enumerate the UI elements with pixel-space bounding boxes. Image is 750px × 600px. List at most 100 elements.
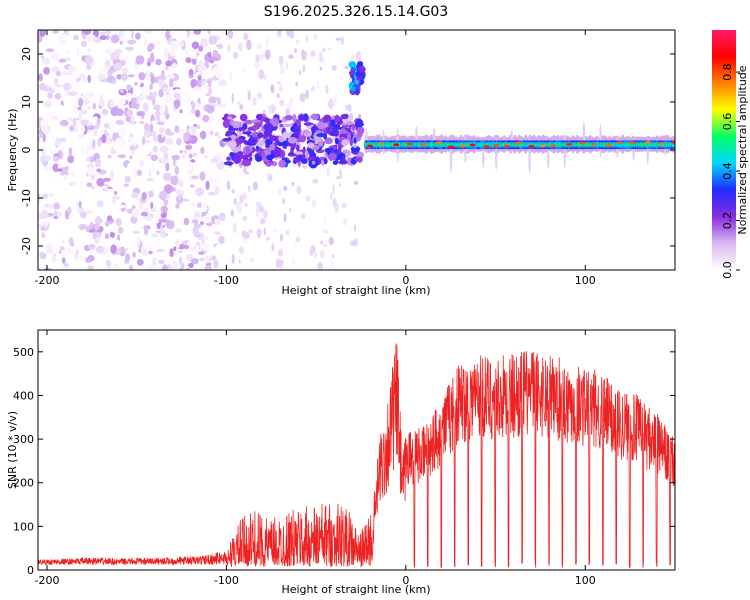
spectrogram-scattered-noise [154, 210, 163, 218]
spectrogram-scattered-noise [233, 198, 237, 206]
spectrogram-scattered-noise [96, 177, 105, 187]
spectrogram-scattered-noise [126, 84, 132, 91]
spectrogram-scattered-noise [78, 224, 88, 230]
spectrogram-scattered-noise [320, 250, 325, 259]
spectrogram-carrier-line [539, 144, 546, 148]
x-tick-label: -200 [34, 574, 59, 587]
spectrogram-scattered-noise [209, 200, 218, 208]
spectrogram-scattered-noise [156, 249, 165, 253]
spectrogram-scattered-noise [231, 188, 235, 194]
spectrogram-weak-blobs [316, 121, 325, 129]
spectrogram-scattered-noise [354, 224, 357, 233]
snr-y-label: SNR (10 * v/v) [6, 411, 19, 489]
spectrogram-scattered-noise [201, 78, 206, 83]
spectrogram-scattered-noise [194, 167, 199, 172]
spectrogram-scattered-noise [113, 62, 122, 71]
spectrogram-scattered-noise [86, 166, 96, 177]
spectrogram-scattered-noise [205, 180, 210, 190]
spectrogram-scattered-noise [152, 39, 158, 45]
spectrogram-scattered-noise [171, 260, 179, 270]
spectrogram-scattered-noise [104, 122, 110, 129]
spectrogram-scattered-noise [59, 119, 69, 127]
spectrogram-scattered-noise [157, 79, 165, 86]
spectrogram-scattered-noise [42, 124, 49, 135]
spectrogram-scattered-noise [90, 185, 96, 190]
colorbar-gradient [712, 30, 736, 270]
spectrogram-scattered-noise [280, 102, 283, 107]
spectrogram-scattered-noise [183, 132, 189, 142]
spectrogram-carrier-line [415, 126, 418, 144]
spectrogram-scattered-noise [185, 144, 193, 151]
spectrogram-scattered-noise [348, 112, 354, 121]
spectrogram-scattered-noise [87, 259, 92, 263]
spectrogram-scattered-noise [193, 86, 202, 91]
spectrogram-scattered-noise [130, 30, 134, 39]
spectrogram-scattered-noise [117, 226, 124, 234]
spectrogram-scattered-noise [191, 125, 197, 136]
spectrogram-scattered-noise [118, 204, 127, 209]
spectrogram-weak-blobs [311, 160, 316, 165]
spectrogram-scattered-noise [58, 58, 67, 63]
spectrogram-scattered-noise [247, 90, 251, 101]
x-tick-label: -100 [214, 274, 239, 287]
spectrogram-carrier-line [629, 141, 636, 145]
spectrogram-scattered-noise [45, 48, 55, 53]
spectrogram-scattered-noise [94, 222, 101, 231]
spectrogram-scattered-noise [252, 181, 258, 191]
spectrogram-scattered-noise [328, 236, 334, 246]
spectrogram-scattered-noise [332, 184, 335, 194]
spectrogram-carrier-line [659, 142, 666, 146]
spectrogram-weak-blobs [227, 162, 232, 166]
spectrogram-scattered-noise [339, 182, 342, 187]
spectrogram-scattered-noise [125, 253, 130, 262]
spectrogram-scattered-noise [258, 69, 265, 80]
spectrogram-scattered-noise [333, 96, 337, 107]
spectrogram-weak-blobs [355, 118, 364, 128]
spectrogram-scattered-noise [77, 256, 85, 261]
spectrogram-scattered-noise [179, 256, 182, 265]
spectrogram-scattered-noise [132, 251, 136, 258]
spectrogram-scattered-noise [218, 103, 227, 108]
spectrogram-scattered-noise [77, 107, 82, 111]
spectrogram-scattered-noise [112, 141, 119, 150]
spectrogram-scattered-noise [244, 171, 250, 175]
spectrogram-scattered-noise [287, 102, 293, 110]
spectrogram-scattered-noise [243, 32, 249, 41]
spectrogram-scattered-noise [160, 205, 168, 213]
spectrogram-scattered-noise [137, 195, 142, 206]
spectrogram-scattered-noise [90, 96, 98, 102]
spectrogram-scattered-noise [264, 49, 271, 60]
spectrogram-scattered-noise [286, 30, 292, 37]
spectrogram-scattered-noise [149, 123, 154, 133]
spectrogram-scattered-noise [84, 55, 93, 65]
spectrogram-scattered-noise [135, 55, 145, 65]
spectrogram-scattered-noise [125, 213, 129, 218]
spectrogram-scattered-noise [213, 259, 219, 269]
y-tick-label: 300 [13, 433, 34, 446]
spectrogram-carrier-line [378, 142, 385, 146]
spectrogram-scattered-noise [86, 182, 93, 188]
spectrogram-scattered-noise [110, 52, 115, 58]
spectrogram-scattered-noise [117, 188, 122, 198]
spectrogram-spike [348, 70, 356, 76]
spectrogram-scattered-noise [152, 256, 157, 267]
spectrogram-weak-blobs [294, 131, 300, 136]
spectrogram-scattered-noise [115, 218, 123, 227]
colorbar-tick-label: 0.2 [721, 212, 734, 230]
spectrogram-scattered-noise [61, 257, 66, 264]
spectrogram-scattered-noise [116, 74, 122, 80]
spectrogram-scattered-noise [93, 127, 99, 137]
colorbar: 0.0 0.2 0.4 0.6 0.8 Normalized spectral ampl… [712, 30, 749, 279]
spectrogram-scattered-noise [141, 94, 147, 98]
spectrogram-scattered-noise [238, 42, 243, 52]
spectrogram-scattered-noise [156, 222, 161, 230]
spectrogram-carrier-line [433, 127, 436, 144]
spectrogram-scattered-noise [148, 190, 154, 198]
spectrogram-scattered-noise [334, 202, 339, 213]
spectrogram-scattered-noise [69, 125, 74, 132]
spectrogram-scattered-noise [278, 187, 282, 198]
spectrogram-scattered-noise [212, 255, 216, 261]
spectrogram-scattered-noise [92, 139, 96, 150]
spectrogram-weak-blobs [334, 114, 340, 124]
spectrogram-carrier-line [671, 141, 675, 144]
